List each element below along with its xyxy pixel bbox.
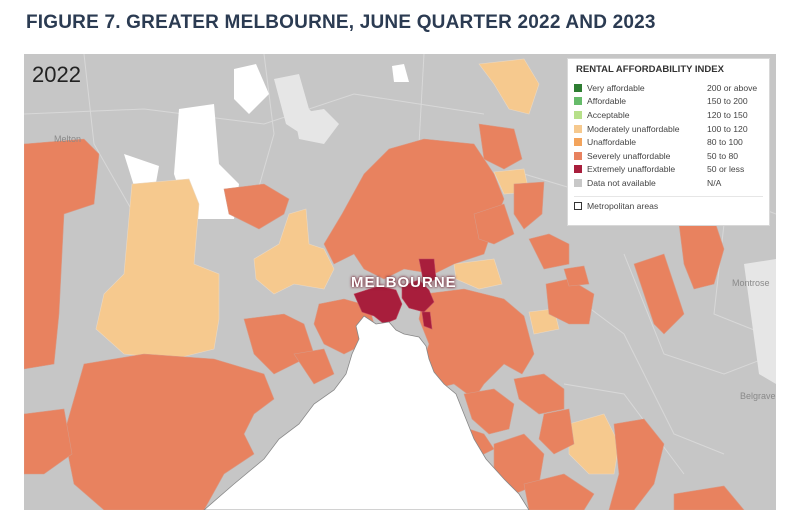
legend-range: 120 to 150 — [707, 109, 748, 120]
legend-row: Data not available N/A — [574, 176, 763, 190]
figure-title: FIGURE 7. GREATER MELBOURNE, JUNE QUARTE… — [26, 12, 656, 33]
place-label-montrose: Montrose — [732, 278, 770, 288]
light-areas — [274, 74, 776, 384]
legend-swatch — [574, 110, 582, 119]
legend-row: Severely unaffordable 50 to 80 — [574, 149, 763, 163]
legend-metro-row: Metropolitan areas — [574, 195, 763, 211]
place-label-melton: Melton — [54, 134, 82, 144]
legend-swatch — [574, 124, 582, 133]
legend-label: Acceptable — [587, 109, 630, 120]
legend-row: Extremely unaffordable 50 or less — [574, 163, 763, 177]
legend-row: Acceptable 120 to 150 — [574, 108, 763, 122]
legend-swatch — [574, 165, 582, 174]
legend-range: 150 to 200 — [707, 96, 748, 107]
legend-range: 80 to 100 — [707, 137, 743, 148]
port-phillip-bay — [203, 315, 530, 510]
severely-unaffordable-regions — [24, 123, 745, 510]
place-label-belgrave: Belgrave — [740, 391, 776, 401]
legend-items: Very affordable 200 or above Affordable 150… — [574, 81, 763, 190]
legend-label: Very affordable — [587, 82, 645, 93]
legend-range: 50 or less — [707, 164, 745, 175]
map-legend: RENTAL AFFORDABILITY INDEX Very affordab… — [567, 58, 770, 226]
legend-range: 200 or above — [707, 82, 758, 93]
legend-range: 50 to 80 — [707, 150, 739, 161]
legend-label: Affordable — [587, 96, 627, 107]
legend-range: N/A — [707, 177, 722, 188]
legend-label: Moderately unaffordable — [587, 123, 680, 134]
legend-row: Moderately unaffordable 100 to 120 — [574, 122, 763, 136]
legend-swatch — [574, 138, 582, 147]
metro-area-swatch — [574, 201, 582, 210]
legend-label: Extremely unaffordable — [587, 164, 676, 175]
legend-swatch — [574, 97, 582, 106]
legend-swatch — [574, 151, 582, 160]
legend-metro-label: Metropolitan areas — [587, 200, 659, 211]
legend-label: Data not available — [587, 177, 656, 188]
map-year-label: 2022 — [32, 62, 81, 87]
moderately-unaffordable-regions — [95, 58, 620, 475]
legend-swatch — [574, 83, 582, 92]
legend-row: Unaffordable 80 to 100 — [574, 135, 763, 149]
affordability-map[interactable]: 2022 MELBOURNE Melton Montrose Belgrave … — [24, 54, 776, 510]
legend-label: Unaffordable — [587, 137, 637, 148]
extremely-unaffordable-regions — [353, 258, 437, 330]
legend-row: Very affordable 200 or above — [574, 81, 763, 95]
legend-swatch — [574, 178, 582, 187]
legend-row: Affordable 150 to 200 — [574, 95, 763, 109]
legend-title: RENTAL AFFORDABILITY INDEX — [576, 64, 724, 75]
city-label: MELBOURNE — [351, 274, 457, 291]
legend-range: 100 to 120 — [707, 123, 748, 134]
map-canvas — [24, 54, 776, 510]
legend-label: Severely unaffordable — [587, 150, 671, 161]
